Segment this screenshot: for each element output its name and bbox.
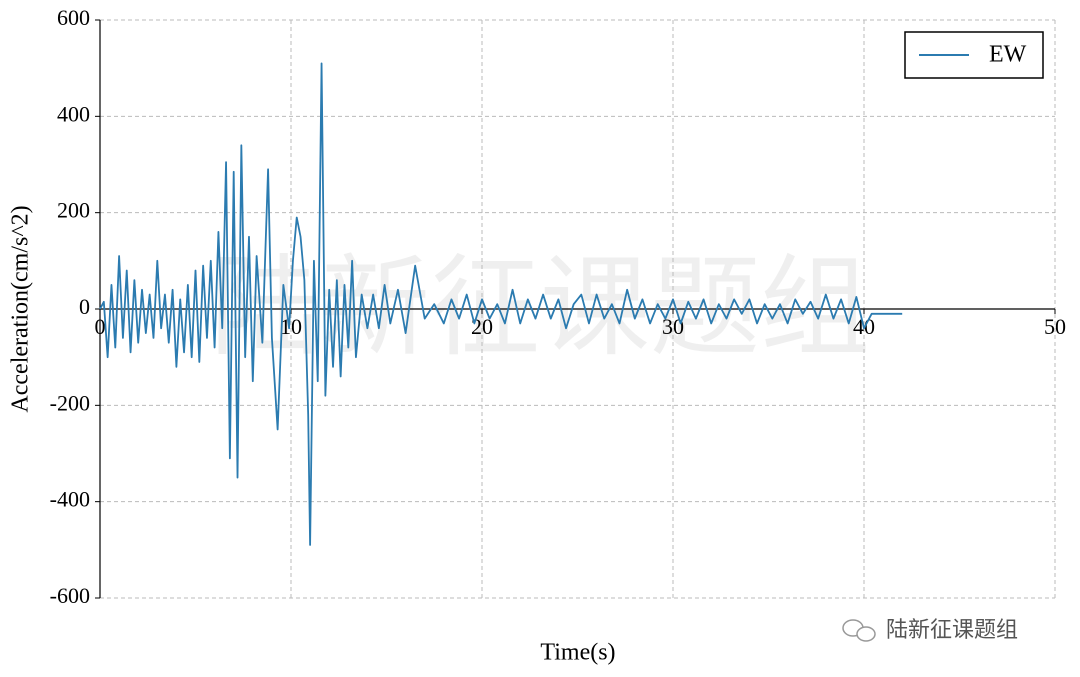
x-tick-label: 10: [280, 314, 302, 339]
y-tick-label: 0: [79, 294, 90, 319]
y-tick-label: 400: [57, 101, 90, 126]
legend-label: EW: [989, 42, 1027, 68]
x-tick-label: 30: [662, 314, 684, 339]
y-tick-label: -400: [50, 487, 90, 512]
x-axis-label: Time(s): [540, 640, 615, 666]
credit-icon: [842, 619, 876, 642]
watermark: 陆新征课题组: [210, 247, 870, 369]
y-axis-label: Acceleration(cm/s^2): [8, 205, 34, 412]
y-tick-label: 600: [57, 5, 90, 30]
x-tick-label: 50: [1044, 314, 1066, 339]
y-tick-label: -200: [50, 390, 90, 415]
y-tick-label: -600: [50, 583, 90, 608]
credit: 陆新征课题组: [886, 618, 1018, 643]
data-line: [99, 62, 903, 546]
x-tick-label: 20: [471, 314, 493, 339]
y-tick-label: 200: [57, 198, 90, 223]
